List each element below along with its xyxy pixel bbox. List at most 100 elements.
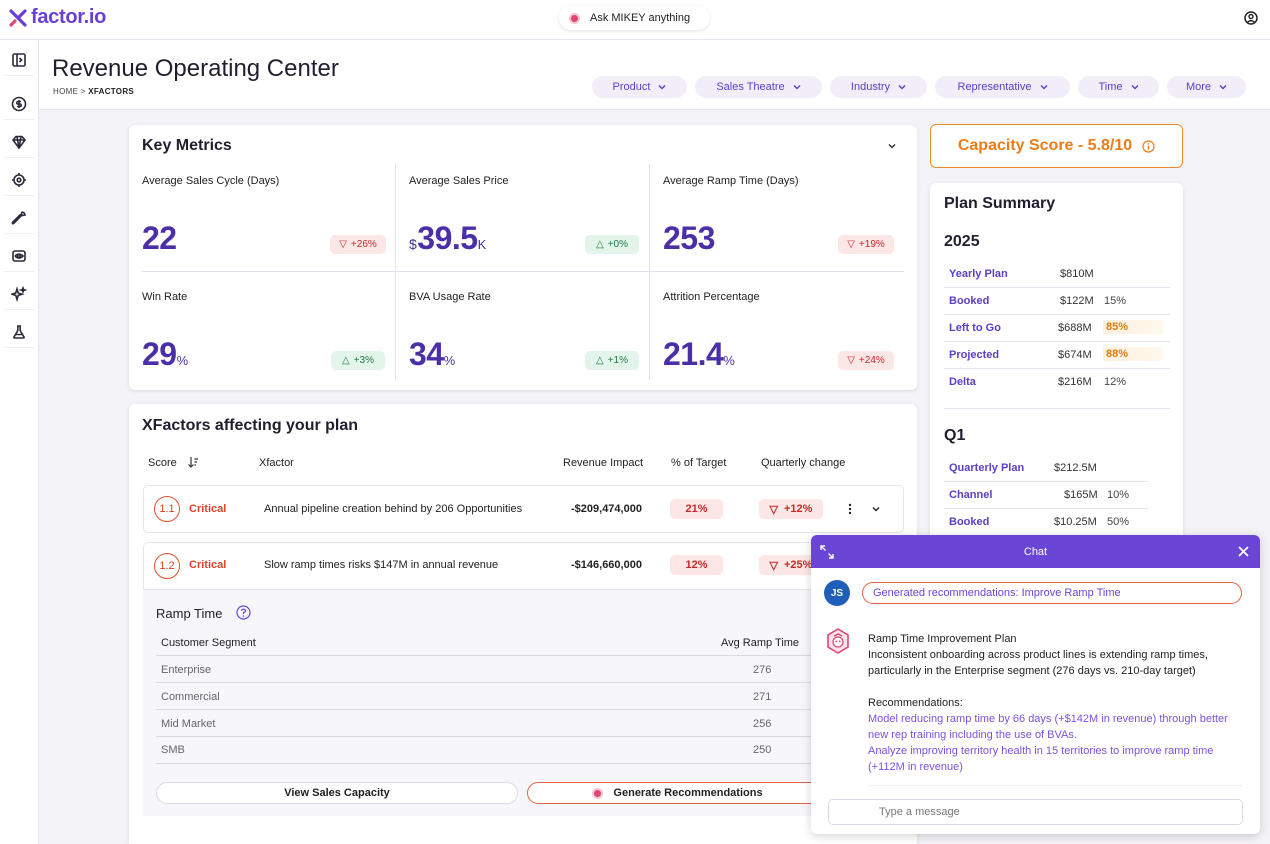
severity-label: Critical xyxy=(189,559,227,571)
quarterly-change: ▽ +12% xyxy=(759,499,823,519)
filter-label: Industry xyxy=(850,81,891,93)
xfactors-title: XFactors affecting your plan xyxy=(142,417,359,434)
metric-change-badge: △ +3% xyxy=(331,351,385,370)
row-divider xyxy=(944,314,1170,315)
segment-name: Enterprise xyxy=(161,664,212,676)
filter-representative[interactable]: Representative xyxy=(935,76,1070,98)
filter-label: Representative xyxy=(957,81,1032,93)
bot-message: Ramp Time Improvement Plan Inconsistent … xyxy=(868,631,1248,775)
plan-row-value: $674M xyxy=(1058,349,1092,361)
info-icon[interactable] xyxy=(1142,139,1155,153)
metrics-divider xyxy=(649,164,650,380)
sidebar-item-deals[interactable] xyxy=(4,126,34,158)
user-profile-icon[interactable] xyxy=(1244,11,1258,25)
expand-chevron-icon[interactable] xyxy=(871,504,881,514)
plan-row-label: Projected xyxy=(949,349,1000,361)
row-divider xyxy=(156,709,811,710)
sidebar-item-insights[interactable] xyxy=(4,240,34,272)
expand-icon[interactable] xyxy=(820,545,834,559)
row-divider xyxy=(944,481,1148,482)
plan-row-pct: 15% xyxy=(1104,295,1127,307)
metric-change-badge: ▽ +26% xyxy=(330,235,386,254)
key-metrics-title: Key Metrics xyxy=(142,137,232,154)
triangle-up-icon: △ xyxy=(342,355,350,366)
filter-product[interactable]: Product xyxy=(592,76,687,98)
col-xfactor: Xfactor xyxy=(259,457,294,469)
sort-icon[interactable] xyxy=(187,456,199,468)
row-divider xyxy=(944,368,1170,369)
col-avg-ramp-time: Avg Ramp Time xyxy=(721,637,800,649)
change-value: +12% xyxy=(784,503,813,515)
triangle-down-icon: ▽ xyxy=(769,503,778,516)
app-logo[interactable]: factor.io xyxy=(9,6,106,29)
mikey-bot-icon xyxy=(827,628,849,654)
breadcrumb-home[interactable]: HOME xyxy=(53,87,79,96)
change-value: +0% xyxy=(607,239,628,250)
plan-year: 2025 xyxy=(944,233,980,250)
ask-mikey-button[interactable]: Ask MIKEY anything xyxy=(559,6,710,30)
sidebar-item-targets[interactable] xyxy=(4,164,34,196)
metric-change-badge: △ +0% xyxy=(585,235,639,254)
metric-number: 253 xyxy=(663,220,715,256)
sidebar-toggle-button[interactable] xyxy=(4,44,34,76)
recommendation-link[interactable]: Model reducing ramp time by 66 days (+$1… xyxy=(868,713,1228,741)
row-divider xyxy=(156,763,811,764)
plan-quarter: Q1 xyxy=(944,427,966,444)
page-header xyxy=(39,40,1270,110)
col-revenue-impact: Revenue Impact xyxy=(563,457,644,469)
plan-row-value: $165M xyxy=(1064,489,1098,501)
metric-number: 34 xyxy=(409,336,444,372)
col-score[interactable]: Score xyxy=(148,457,177,469)
plan-row-value: $216M xyxy=(1058,376,1092,388)
view-sales-capacity-button[interactable]: View Sales Capacity xyxy=(156,782,518,804)
row-divider xyxy=(156,682,811,683)
metric-change-badge: ▽ +24% xyxy=(838,351,894,370)
plan-row-pct: 50% xyxy=(1107,516,1130,528)
plan-row-label: Channel xyxy=(949,489,993,501)
quarterly-change: ▽ +25% xyxy=(759,555,823,575)
plan-row-label: Booked xyxy=(949,295,990,307)
plan-row-label: Quarterly Plan xyxy=(949,462,1025,474)
row-divider xyxy=(944,508,1148,509)
spacer xyxy=(868,679,1248,695)
plan-row-pct: 12% xyxy=(1104,376,1127,388)
bot-message-title: Ramp Time Improvement Plan xyxy=(868,633,1017,645)
recommendation-link[interactable]: Analyze improving territory health in 15… xyxy=(868,745,1214,773)
more-vertical-icon[interactable] xyxy=(847,502,853,516)
metrics-divider xyxy=(142,271,904,272)
x-logo-icon xyxy=(9,8,27,27)
chat-panel: Chat JS Generated recommendations: Impro… xyxy=(811,535,1260,834)
sidebar-item-ai[interactable] xyxy=(4,278,34,310)
chat-message-input[interactable]: Type a message xyxy=(828,799,1243,825)
metric-suffix: % xyxy=(176,353,189,368)
chevron-down-icon xyxy=(658,85,666,90)
sidebar-item-labs[interactable] xyxy=(4,316,34,348)
metric-suffix: % xyxy=(723,353,735,368)
segment-value: 256 xyxy=(753,718,772,730)
mikey-dot-icon xyxy=(569,12,580,24)
metric-value: 253 xyxy=(663,220,715,257)
generate-recommendations-button[interactable]: Generate Recommendations xyxy=(527,782,827,804)
filter-sales-theatre[interactable]: Sales Theatre xyxy=(695,76,822,98)
row-divider xyxy=(944,341,1170,342)
metrics-divider xyxy=(395,164,396,380)
segment-value: 271 xyxy=(753,691,772,703)
help-circle-icon[interactable] xyxy=(236,605,251,620)
flask-icon xyxy=(13,324,25,339)
capacity-score[interactable]: Capacity Score - 5.8/10 xyxy=(930,124,1183,168)
plan-row-value: $212.5M xyxy=(1054,462,1097,474)
metric-label: Average Ramp Time (Days) xyxy=(663,175,799,187)
close-icon[interactable] xyxy=(1238,546,1249,557)
sidebar-item-revenue[interactable] xyxy=(4,88,34,120)
filter-label: More xyxy=(1185,81,1212,93)
key-metrics-card xyxy=(129,125,917,390)
capacity-score-label: Capacity Score - 5.8/10 xyxy=(957,137,1133,154)
xfactor-text: Slow ramp times risks $147M in annual re… xyxy=(264,559,499,571)
filter-time[interactable]: Time xyxy=(1078,76,1159,98)
sidebar-item-tools[interactable] xyxy=(4,202,34,234)
breadcrumb: HOME > XFACTORS xyxy=(53,87,135,96)
filter-industry[interactable]: Industry xyxy=(830,76,927,98)
filter-more[interactable]: More xyxy=(1167,76,1246,98)
ramp-time-title: Ramp Time xyxy=(156,606,223,621)
collapse-chevron-icon[interactable] xyxy=(887,141,897,151)
